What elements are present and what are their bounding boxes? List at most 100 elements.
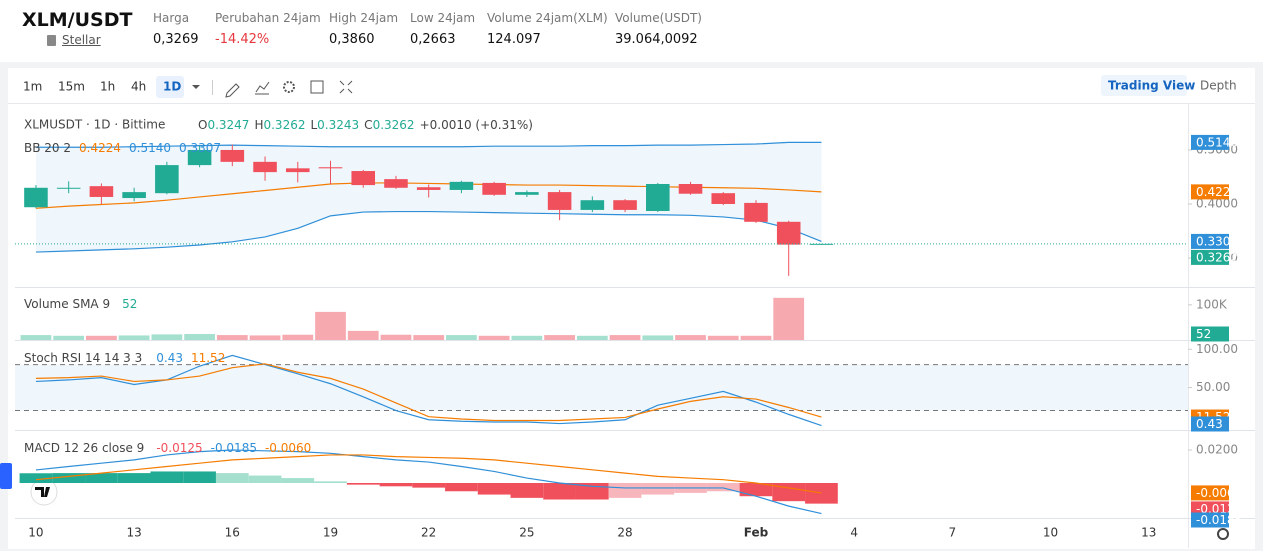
interval[interactable]: 4h	[131, 80, 146, 94]
macd-histogram-bar	[248, 475, 282, 484]
settings-icon[interactable]	[283, 81, 295, 93]
stat-label: Perubahan 24jam	[215, 11, 321, 25]
interval-selected-bg	[156, 76, 184, 98]
view-selected-bg	[1101, 75, 1187, 96]
symbol: XLM/USDT	[22, 9, 133, 31]
volume-bar	[675, 335, 706, 340]
price-badge-label: -0.0060	[1196, 486, 1242, 500]
bb-line	[35, 210, 822, 253]
stat: Volume 24jam(XLM) 124.097	[487, 11, 608, 47]
indicator-readout: 52	[122, 297, 137, 311]
macd-histogram-bar	[52, 473, 86, 484]
ohlc-item: H	[254, 118, 263, 132]
macd-histogram-bar	[772, 483, 806, 502]
ohlc-legend: O0.3247 H0.3262 L0.3243 C0.3262 +0.0010 (+0.…	[198, 118, 533, 132]
price-badge	[1191, 134, 1229, 150]
price-badge	[1191, 512, 1229, 528]
legend: Stoch RSI 14 14 3 3 0.43 11.52	[24, 351, 225, 365]
tv-logo-mark	[35, 487, 50, 497]
macd-histogram-bar	[183, 471, 216, 484]
fullscreen-icon[interactable]	[339, 80, 353, 94]
draw-icon[interactable]	[225, 83, 240, 98]
candle-body	[613, 200, 637, 210]
x-tick-label: 13	[1141, 526, 1156, 540]
macd-histogram-bar	[706, 483, 740, 492]
indicator-readout: 0.43	[156, 351, 183, 365]
candle-body	[318, 167, 343, 169]
macd-histogram-bar	[543, 483, 576, 500]
header: XLM/USDT Stellar Harga 0,3269 Perubahan 2…	[0, 0, 1263, 62]
legend: BB 20 2 0.4224 0.5140 0.3307	[24, 141, 221, 155]
book-icon	[47, 35, 56, 46]
macd-histogram-bar	[314, 481, 347, 484]
y-tick-label: 100.00	[1196, 342, 1238, 356]
candle-body	[253, 161, 277, 173]
price-badge	[1191, 184, 1229, 200]
candle-body	[384, 179, 408, 188]
stat: Volume(USDT) 39.064,0092	[615, 11, 702, 47]
price-badge	[1191, 249, 1229, 265]
macd-histogram-bar	[215, 473, 249, 484]
x-tick-label: 7	[949, 526, 957, 540]
macd-histogram-bar	[608, 483, 642, 498]
indicator-label: Stoch RSI 14 14 3 3	[24, 351, 142, 365]
x-tick-label: 19	[323, 526, 338, 540]
stat-label: Volume(USDT)	[615, 11, 702, 25]
view-tab[interactable]: Depth	[1200, 79, 1237, 93]
side-tab[interactable]	[0, 463, 12, 489]
volume-bar	[740, 335, 772, 340]
interval[interactable]: 1D	[163, 80, 181, 94]
ohlc-item: L	[310, 118, 317, 132]
volume-bar	[151, 334, 183, 340]
indicator-readout: -0.0060	[265, 441, 311, 455]
legend: MACD 12 26 close 9 -0.0125 -0.0185 -0.0060	[24, 441, 311, 455]
ohlc-item: O	[198, 118, 207, 132]
candle-body	[711, 193, 736, 204]
volume-bar	[249, 335, 281, 340]
interval[interactable]: 1h	[100, 80, 115, 94]
stat-label: Volume 24jam(XLM)	[487, 11, 608, 25]
stat: High 24jam 0,3860	[329, 11, 398, 47]
y-tick-label: 100K	[1196, 297, 1228, 311]
price-badge-label: 0.43	[1196, 417, 1223, 431]
macd-histogram-bar	[117, 473, 151, 484]
stat-value: 0,2663	[410, 32, 456, 47]
candle-body	[24, 187, 48, 208]
settings-gear[interactable]	[1217, 528, 1229, 540]
interval-dropdown[interactable]	[192, 85, 200, 89]
volume-bar	[216, 335, 248, 340]
ohlc-item: +0.0010 (+0.31%)	[420, 118, 533, 132]
asset-name[interactable]: Stellar	[62, 33, 101, 47]
ohlc-item: 0.3262	[263, 118, 305, 132]
price-badge	[1191, 416, 1229, 432]
candle-body	[122, 192, 146, 199]
view-tab[interactable]: Trading View	[1108, 79, 1195, 93]
volume-bar	[282, 334, 314, 340]
candle-body	[56, 187, 81, 189]
stoch-band	[15, 364, 1188, 411]
volume-bar	[315, 311, 346, 340]
macd-histogram-bar	[346, 483, 380, 485]
macd-histogram-bar	[85, 473, 118, 484]
volume-bar	[86, 335, 117, 340]
indicator-readout: 0.3307	[179, 141, 221, 155]
stat-label: Harga	[153, 11, 190, 25]
interval[interactable]: 15m	[58, 80, 85, 94]
price-badge-label: -0.0185	[1196, 513, 1242, 527]
macd-histogram-bar	[739, 483, 773, 497]
indicator-icon[interactable]	[255, 81, 270, 95]
interval[interactable]: 1m	[23, 80, 42, 94]
macd-histogram-bar	[412, 483, 446, 488]
indicator-readout: 11.52	[191, 351, 225, 365]
macd-line	[35, 449, 822, 515]
candle-body	[515, 192, 539, 195]
candle-body	[89, 186, 114, 197]
ohlc-item: 0.3262	[373, 118, 415, 132]
macd-histogram-bar	[805, 483, 838, 504]
macd-histogram-bar	[445, 483, 478, 492]
save-icon[interactable]	[310, 80, 324, 94]
stat-value: 39.064,0092	[615, 32, 698, 47]
indicator-readout: -0.0185	[211, 441, 257, 455]
